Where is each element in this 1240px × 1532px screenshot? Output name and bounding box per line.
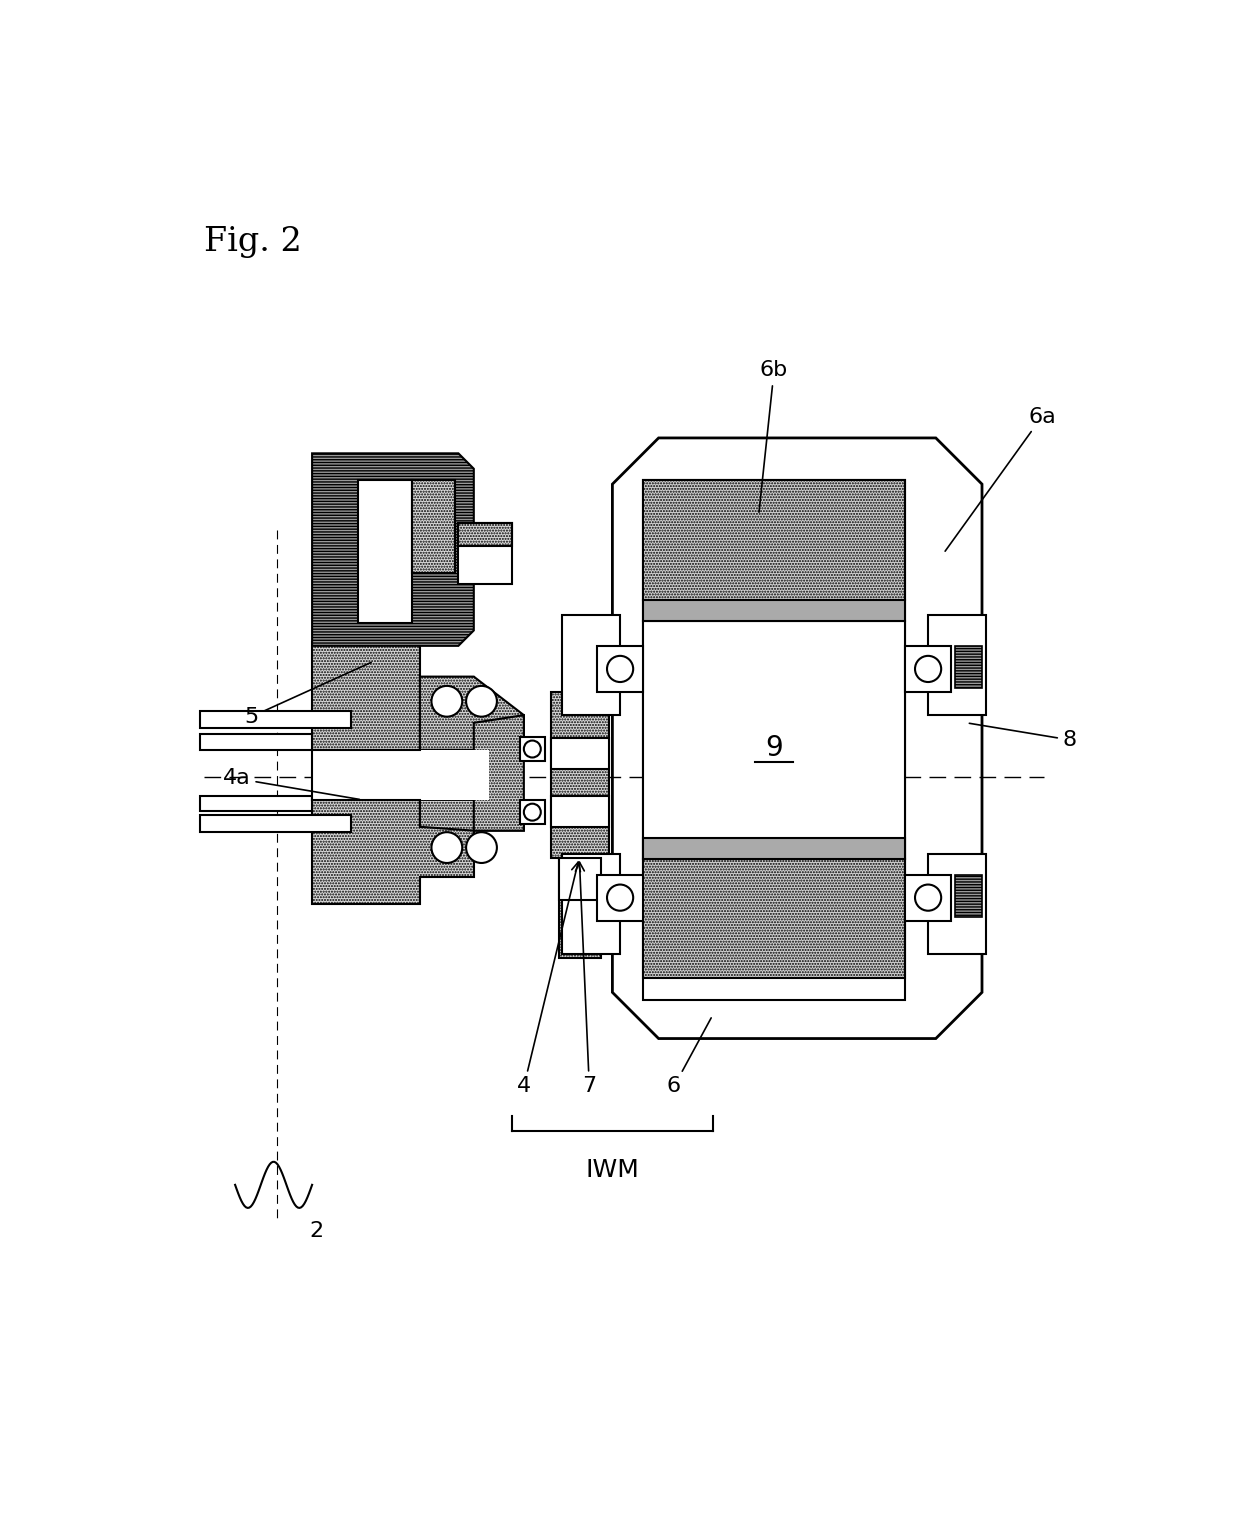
Polygon shape <box>420 677 523 749</box>
Bar <box>955 647 982 688</box>
Bar <box>459 522 512 545</box>
Polygon shape <box>312 453 474 647</box>
Bar <box>905 647 951 692</box>
Bar <box>644 481 905 599</box>
Text: 6b: 6b <box>759 360 789 512</box>
Text: 9: 9 <box>765 734 782 761</box>
Circle shape <box>915 884 941 910</box>
Bar <box>201 711 351 728</box>
Bar <box>644 599 905 620</box>
Text: 7: 7 <box>575 863 596 1097</box>
Bar <box>558 858 601 899</box>
Text: 6: 6 <box>667 1017 712 1097</box>
Polygon shape <box>613 438 982 1039</box>
Circle shape <box>608 656 634 682</box>
Circle shape <box>432 832 463 863</box>
Circle shape <box>915 656 941 682</box>
Bar <box>644 838 905 859</box>
Polygon shape <box>474 715 523 830</box>
Polygon shape <box>420 800 523 830</box>
Bar <box>644 620 905 859</box>
Bar <box>201 734 312 749</box>
Bar <box>312 749 490 800</box>
Bar <box>201 815 351 832</box>
Text: 5: 5 <box>244 662 371 726</box>
Bar <box>955 875 982 916</box>
Text: 4a: 4a <box>223 769 360 800</box>
Circle shape <box>432 686 463 717</box>
Circle shape <box>608 884 634 910</box>
Bar <box>596 647 644 692</box>
Bar <box>644 481 905 1000</box>
Circle shape <box>466 832 497 863</box>
Text: Fig. 2: Fig. 2 <box>205 227 303 259</box>
Bar <box>905 875 951 921</box>
Polygon shape <box>312 800 474 904</box>
Circle shape <box>523 740 541 757</box>
Polygon shape <box>312 642 474 749</box>
Text: 2: 2 <box>309 1221 322 1241</box>
Bar <box>928 614 986 715</box>
Bar <box>358 481 412 622</box>
Bar <box>201 797 312 812</box>
Text: 4: 4 <box>517 863 580 1097</box>
Bar <box>551 738 609 769</box>
Bar <box>596 875 644 921</box>
Text: 8: 8 <box>970 723 1078 751</box>
Text: IWM: IWM <box>585 1158 640 1181</box>
Bar <box>563 853 620 954</box>
Circle shape <box>466 686 497 717</box>
Bar <box>412 481 455 573</box>
Bar <box>563 614 620 715</box>
Bar <box>459 522 512 584</box>
Bar <box>644 859 905 979</box>
Bar <box>551 797 609 827</box>
Bar <box>928 853 986 954</box>
Bar <box>520 800 544 824</box>
Bar <box>558 858 601 958</box>
Bar <box>520 737 544 761</box>
Bar <box>551 692 609 858</box>
Circle shape <box>523 804 541 821</box>
Text: 6a: 6a <box>945 406 1056 552</box>
